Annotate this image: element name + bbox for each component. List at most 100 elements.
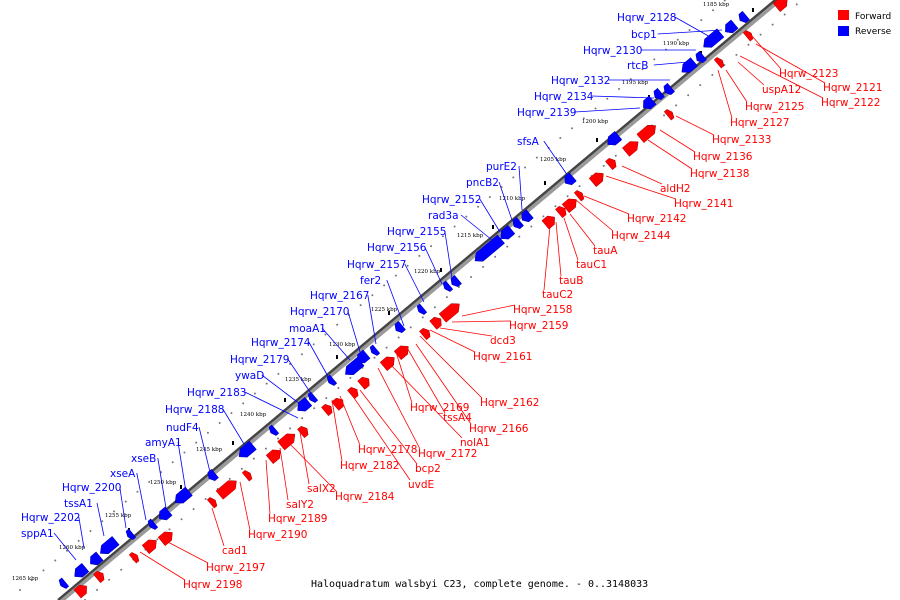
tick-dot	[77, 539, 80, 542]
tick-dot	[512, 176, 515, 179]
tick-dot	[312, 343, 315, 346]
tick-dot	[629, 78, 632, 81]
leader-line	[349, 391, 411, 481]
gene-body	[269, 424, 279, 436]
gene-arrow	[416, 303, 428, 315]
gene-body	[297, 397, 312, 412]
tick-dot	[373, 356, 376, 359]
tick-dot	[385, 346, 388, 349]
tick-dot	[602, 164, 605, 167]
tick-dot	[42, 569, 45, 572]
gene-arrow	[268, 424, 280, 436]
gene-arrow	[636, 124, 656, 143]
gene-arrow	[541, 215, 555, 230]
tick-dot	[524, 166, 527, 169]
gene-arrow	[605, 157, 617, 171]
leader-line	[211, 507, 225, 547]
gene-label-reverse: Hqrw_2200	[62, 482, 121, 494]
ruler-label: 1235 kbp	[285, 377, 312, 383]
tick-dot	[30, 579, 33, 582]
gene-label-reverse: sppA1	[21, 528, 54, 540]
gene-label-forward: Hqrw_2159	[509, 320, 568, 332]
gene-arrow	[100, 536, 120, 555]
gene-body	[175, 487, 193, 504]
leader-line	[675, 115, 715, 136]
gene-label-forward: Hqrw_2125	[745, 101, 804, 113]
gene-body	[239, 441, 257, 458]
tick-dot	[418, 254, 421, 257]
gene-label-reverse: tssA1	[64, 498, 93, 510]
gene-outline	[369, 344, 381, 356]
gene-body	[380, 356, 395, 371]
tick-dot	[465, 215, 468, 218]
gene-arrow	[643, 95, 657, 110]
gene-label-forward: tauC1	[576, 259, 607, 271]
gene-body	[345, 357, 365, 375]
gene-outline	[297, 425, 309, 439]
leader-line	[657, 29, 723, 35]
gene-body	[555, 206, 567, 218]
gene-outline	[561, 198, 577, 214]
gene-label-forward: Hqrw_2178	[358, 444, 417, 456]
leader-line	[543, 225, 551, 291]
tick-dot	[470, 275, 473, 278]
gene-body	[607, 131, 622, 146]
backbone-shadow	[59, 0, 783, 600]
tick-dot	[394, 274, 397, 277]
leader-line	[605, 175, 677, 200]
gene-outline	[416, 303, 428, 315]
ruler-label: 1245 kbp	[196, 447, 223, 453]
leader-line	[377, 367, 421, 450]
gene-arrow	[297, 396, 313, 412]
gene-label-forward: Hqrw_2190	[248, 529, 307, 541]
tick-dot	[641, 68, 644, 71]
leader-line	[621, 165, 663, 185]
gene-arrow	[326, 374, 338, 386]
gene-arrow	[772, 0, 788, 13]
gene-label-forward: salX2	[307, 483, 336, 495]
tick-dot	[171, 461, 174, 464]
gene-body	[653, 88, 665, 100]
gene-outline	[738, 10, 750, 24]
tick-dot	[571, 127, 574, 130]
gene-label-forward: Hqrw_2172	[418, 448, 477, 460]
leader-line	[461, 304, 516, 317]
gene-label-forward: Hqrw_2127	[730, 117, 789, 129]
gene-outline	[588, 172, 604, 188]
tick-dot	[535, 156, 538, 159]
gene-outline	[174, 486, 193, 504]
tick-dot	[277, 372, 280, 375]
gene-label-reverse: Hqrw_2128	[617, 12, 676, 24]
gene-label-forward: Hqrw_2133	[712, 134, 771, 146]
leader-line	[555, 221, 562, 277]
gene-outline	[772, 0, 788, 13]
tick-dot	[477, 205, 480, 208]
gene-outline	[512, 216, 524, 230]
gene-body	[574, 190, 584, 202]
gene-arrow	[369, 344, 381, 356]
gene-outline	[663, 82, 675, 96]
gene-outline	[58, 577, 70, 589]
gene-arrow	[74, 562, 90, 578]
gene-arrow	[125, 528, 137, 540]
gene-arrow	[238, 440, 257, 458]
gene-outline	[438, 303, 460, 323]
tick-dot	[488, 195, 491, 198]
leader-line	[569, 213, 596, 247]
gene-arrow	[58, 577, 70, 589]
tick-dot	[711, 74, 714, 77]
leader-line	[751, 35, 782, 70]
gene-body	[443, 280, 453, 292]
tick-dot	[700, 19, 703, 22]
gene-outline	[215, 480, 237, 500]
leader-line	[395, 351, 413, 404]
tick-dot	[433, 306, 436, 309]
tick-dot	[675, 104, 678, 107]
leader-line	[591, 95, 655, 99]
gene-body	[664, 109, 674, 121]
tick-dot	[530, 225, 533, 228]
gene-arrow	[73, 584, 87, 599]
gene-arrow	[277, 433, 296, 451]
leader-line	[460, 214, 493, 241]
tick-dot	[688, 28, 691, 31]
